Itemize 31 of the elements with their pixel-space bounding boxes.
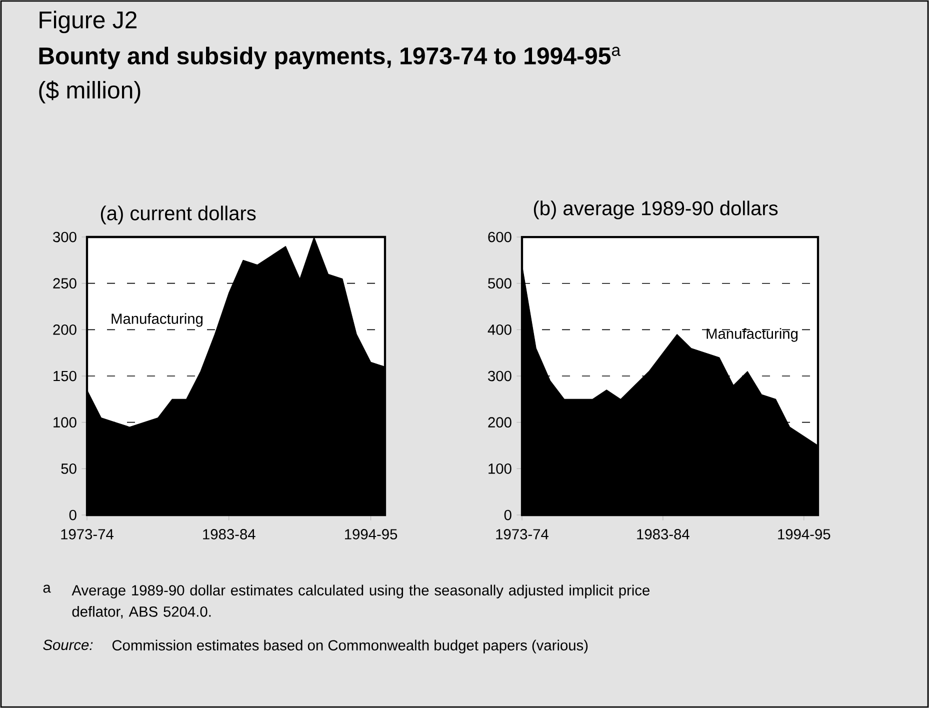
y-tick-label: 150 [54,370,76,382]
x-tick-label: 1973-74 [496,529,548,540]
y-tick-label: 200 [53,324,76,335]
y-tick-label: 300 [488,370,512,382]
annotation: Manufacturing [706,328,798,342]
y-tick-label: 0 [69,510,76,520]
text: Bounty and subsidy payments, 1973-74 to 1994-95$^{a}$ [39,46,621,70]
text: Average 1989-90 dollar estimates calculated using the seasonally adjusted implicit price deflator, ABS 5204.0. [72,584,650,619]
y-tick-label: 250 [53,278,76,289]
y-tick-label: 300 [53,232,76,242]
caption: Figure J2 [40,10,137,34]
chart-title: (b) average 1989-90 dollars [534,200,778,220]
x-tick-label: 1994-95 [345,529,398,540]
x-tick-label: 1983-84 [203,529,256,540]
text: ($ million) [39,80,140,104]
text: a [43,584,51,593]
x-tick-label: 1994-95 [778,529,830,540]
y-tick-label: 100 [54,417,76,428]
source-note: Source: [43,640,93,650]
x-tick-label: 1973-74 [61,529,114,540]
x-tick-label: 1983-84 [637,529,690,540]
y-tick-label: 400 [488,324,512,335]
annotation: Manufacturing [112,313,203,327]
y-tick-label: 100 [488,463,512,474]
y-tick-label: 0 [504,510,512,520]
y-tick-label: 500 [488,278,512,289]
y-tick-label: 600 [488,232,512,242]
y-tick-label: 200 [488,417,512,428]
y-tick-label: 50 [61,463,76,474]
chart-title: (a) current dollars [100,206,256,224]
text: Commission estimates based on Commonwealth budget papers (various) [112,640,588,654]
